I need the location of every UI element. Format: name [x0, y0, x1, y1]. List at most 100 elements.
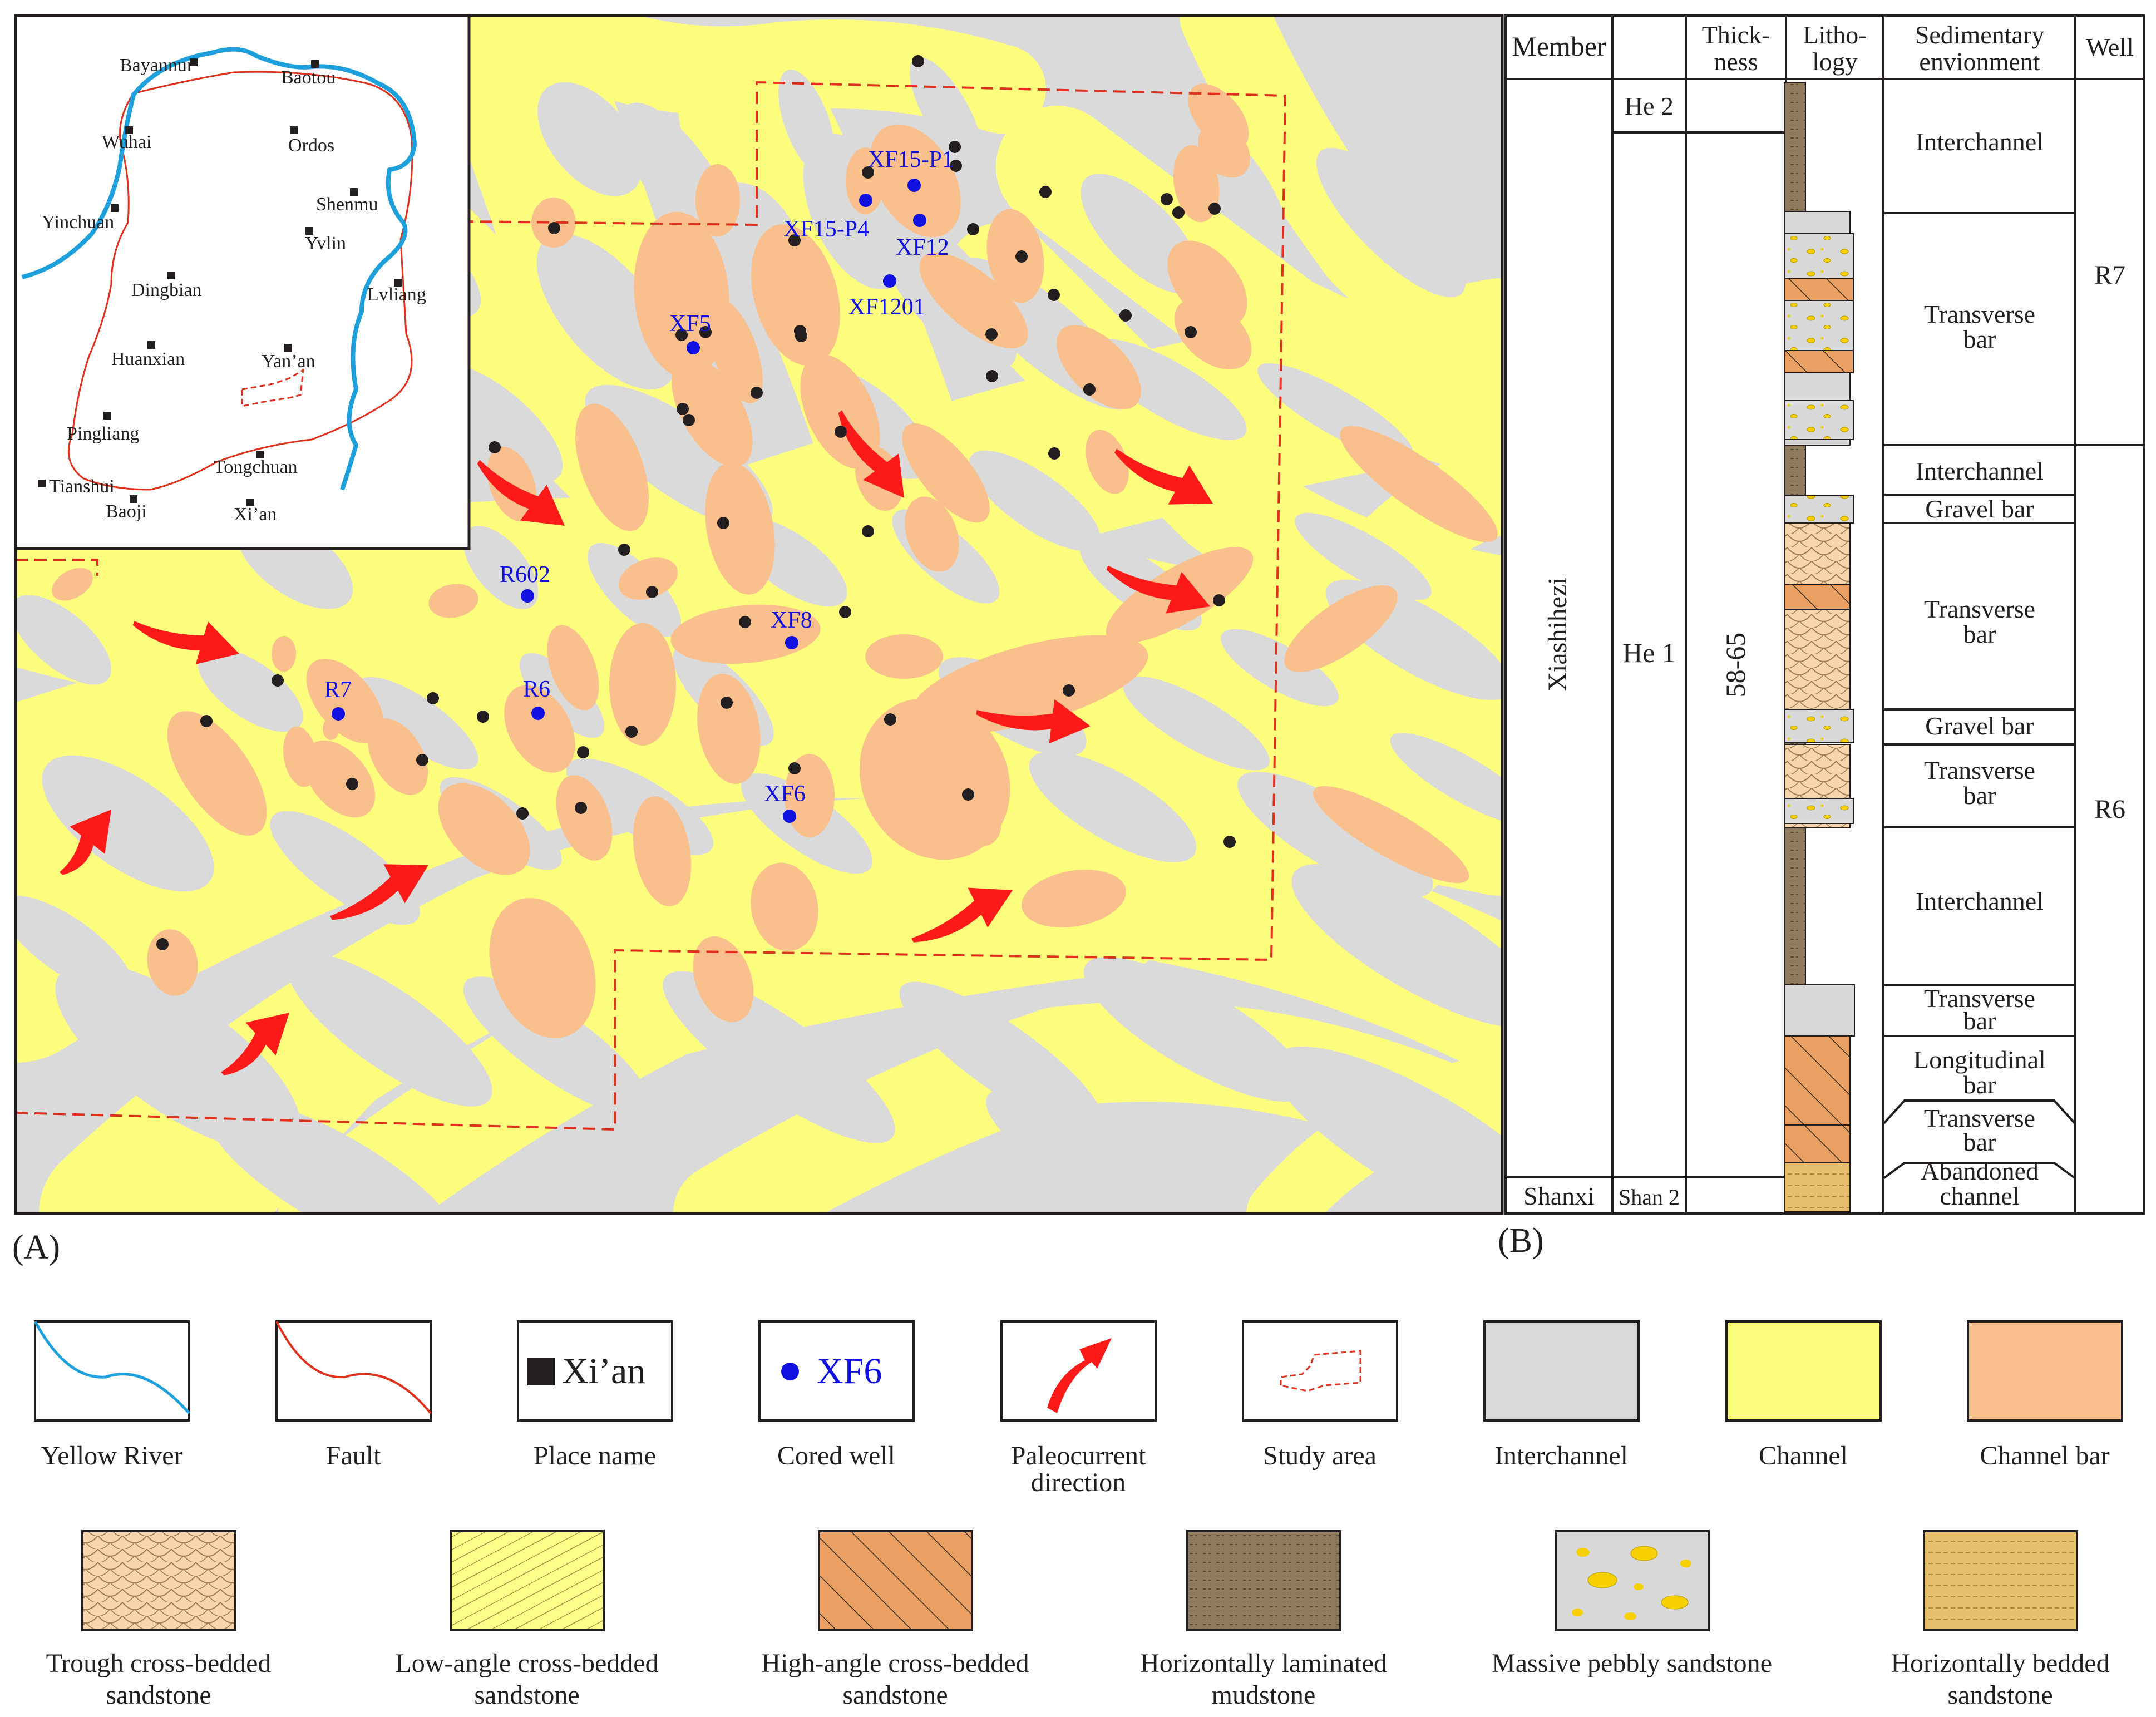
header-well: Well	[2086, 33, 2134, 61]
place-label: Tianshui	[49, 476, 115, 497]
uncored-well-dot	[986, 370, 998, 382]
uncored-well-dot	[272, 674, 284, 687]
interchannel-island	[1390, 733, 1502, 825]
submember-he1: He 1	[1622, 637, 1676, 668]
uncored-well-dot	[862, 166, 874, 179]
inset-place-tianshui: Tianshui	[38, 476, 115, 497]
place-label: Dingbian	[131, 280, 202, 300]
panel-a-label: (A)	[12, 1228, 60, 1266]
paleocurrent-arrow	[477, 460, 565, 526]
channel-bars	[52, 83, 1498, 1038]
channel-bar	[1198, 122, 1250, 178]
paleocurrent-arrow	[1106, 565, 1210, 614]
well-r6: R6	[2094, 795, 2125, 824]
uncored-wells	[156, 55, 1236, 950]
channel-bar	[1284, 585, 1398, 673]
header-thickness-1: Thick-	[1702, 21, 1770, 49]
legend-label: Yellow River	[41, 1441, 182, 1471]
channel-bar	[272, 636, 296, 672]
place-label: Xi’an	[234, 504, 277, 525]
legend-label-line-2: sandstone	[1947, 1680, 2053, 1710]
legend-label: Massive pebbly sandstone	[1492, 1649, 1772, 1678]
inset-place-huanxian: Huanxian	[111, 341, 185, 369]
legend-label: Fault	[326, 1441, 381, 1471]
channel-bar	[905, 496, 959, 572]
uncored-well-dot	[699, 326, 712, 338]
inset-place-baoji: Baoji	[106, 495, 147, 522]
legend-label-line-2: sandstone	[106, 1680, 211, 1710]
uncored-well-dot	[862, 525, 874, 537]
paleocurrent-arrow	[330, 864, 428, 920]
legend-label: High-angle cross-bedded	[761, 1649, 1029, 1678]
place-marker	[350, 188, 358, 196]
place-label: Yinchuan	[42, 212, 114, 233]
uncored-well-dot	[548, 222, 560, 234]
uncored-well-dot	[1208, 203, 1221, 215]
column-frame	[1504, 14, 2145, 1215]
channel-bar	[428, 584, 478, 618]
channel-belt	[1180, 16, 1502, 406]
uncored-well-dot	[1161, 193, 1173, 205]
place-marker	[111, 204, 119, 212]
paleocurrent-arrow	[976, 699, 1091, 744]
legend-place-square	[527, 1358, 555, 1385]
cored-well: R6	[523, 677, 550, 720]
uncored-well-dot	[516, 807, 529, 820]
uncored-well-dot	[912, 55, 924, 67]
environment-line-1: Transverse	[1924, 595, 2035, 623]
paleocurrent-arrow	[1114, 448, 1213, 505]
uncored-well-dot	[1048, 447, 1060, 460]
legend-place-sample: Xi’an	[562, 1351, 645, 1392]
cored-well-dot	[785, 636, 798, 649]
cored-well-label: XF12	[896, 235, 949, 260]
cored-well: XF8	[771, 608, 812, 649]
uncored-well-dot	[1223, 836, 1236, 848]
legend-label: Low-angle cross-bedded	[395, 1649, 658, 1678]
environment-line-1: Interchannel	[1916, 887, 2044, 915]
uncored-well-dot	[835, 426, 847, 438]
uncored-well-dot	[646, 586, 658, 598]
cored-well-dot	[332, 707, 345, 721]
legend-mudstone-swatch	[1186, 1530, 1341, 1631]
cored-well: XF15-P4	[783, 194, 872, 242]
environment-line-1: Transverse	[1924, 756, 2035, 785]
channel-bar	[303, 740, 376, 818]
channel-bar	[902, 423, 990, 523]
uncored-well-dot	[625, 726, 638, 738]
cored-well-dot	[783, 810, 796, 823]
paleocurrent-arrow	[838, 410, 904, 498]
channel-bar	[167, 711, 267, 836]
place-label: Pingliang	[67, 423, 139, 444]
inset-place-wuhai: Wuhai	[102, 126, 151, 152]
uncored-well-dot	[717, 517, 729, 529]
uncored-well-dot	[795, 330, 807, 342]
legend-label-line-2: direction	[1031, 1468, 1126, 1497]
interchannel-island	[206, 1097, 461, 1213]
cored-well-label: XF8	[771, 608, 812, 633]
interchannel-island	[16, 895, 133, 996]
legend-well-sample: XF6	[817, 1351, 882, 1392]
channel-bar	[575, 403, 649, 531]
inset-place-shenmu: Shenmu	[316, 188, 378, 215]
environment-line-1: Interchannel	[1916, 127, 2044, 156]
interchannel-island	[463, 526, 539, 609]
legend-label: Interchannel	[1494, 1441, 1628, 1471]
legend-label: Trough cross-bedded	[46, 1649, 272, 1678]
paleocurrent-arrow	[59, 810, 111, 875]
place-label: Tongchuan	[214, 457, 298, 477]
legend-arrow-swatch	[1047, 1338, 1112, 1413]
legend-label: Horizontally bedded	[1891, 1649, 2109, 1678]
channel-bar	[986, 209, 1044, 303]
inset-place-tongchuan: Tongchuan	[214, 451, 298, 477]
study-area-boundary	[16, 81, 1287, 1131]
paleocurrent-arrows	[59, 410, 1213, 1075]
uncored-well-dot	[884, 713, 896, 726]
legend-label-line-2: sandstone	[842, 1680, 948, 1710]
uncored-well-dot	[949, 141, 961, 153]
environment-label: Interchannel	[1916, 127, 2044, 156]
cored-well-dot	[913, 214, 926, 227]
yellow-river	[22, 47, 417, 491]
submember-shan2: Shan 2	[1619, 1185, 1680, 1210]
